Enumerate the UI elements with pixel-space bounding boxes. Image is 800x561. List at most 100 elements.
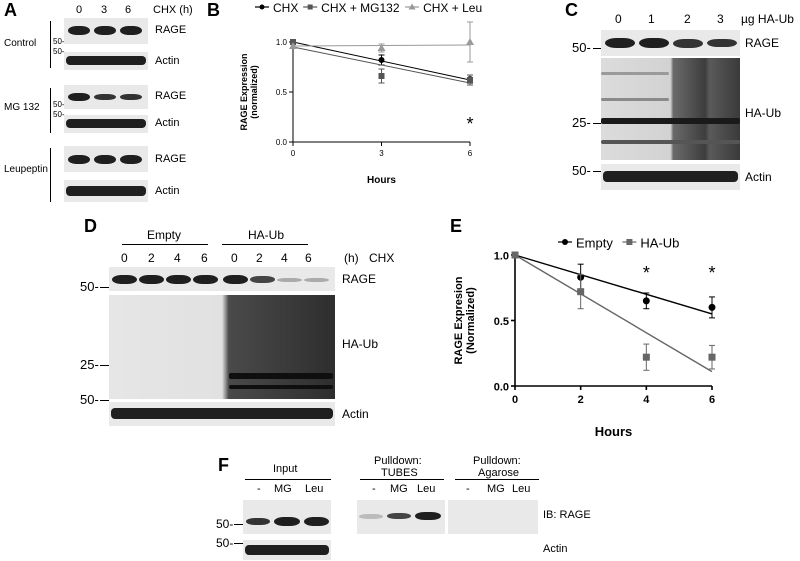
legend-marker bbox=[408, 3, 416, 10]
lane: 0 bbox=[231, 251, 238, 265]
band bbox=[120, 26, 142, 35]
band bbox=[66, 186, 146, 196]
data-point bbox=[708, 353, 716, 361]
blot-mg132-rage bbox=[64, 85, 148, 109]
legend-marker bbox=[307, 4, 313, 10]
legend-label: Empty bbox=[576, 236, 613, 251]
lane: 4 bbox=[281, 251, 288, 265]
band bbox=[601, 72, 669, 75]
mw-marker: 50- bbox=[216, 517, 234, 531]
panel-c-lane-2: 2 bbox=[684, 12, 691, 26]
band bbox=[245, 545, 329, 555]
band bbox=[193, 275, 218, 284]
lane: 4 bbox=[174, 251, 181, 265]
band bbox=[68, 155, 90, 164]
data-point bbox=[289, 42, 297, 49]
data-point bbox=[377, 44, 386, 51]
band bbox=[639, 38, 669, 48]
row-label-actin: Actin bbox=[155, 55, 180, 67]
marker-tick bbox=[100, 365, 109, 366]
significance-star: * bbox=[708, 263, 715, 283]
band bbox=[601, 118, 740, 124]
y-axis-title-line: (normalized) bbox=[249, 65, 259, 119]
lane: 2 bbox=[256, 251, 263, 265]
data-point bbox=[642, 353, 650, 361]
band bbox=[601, 98, 669, 101]
blot-d-actin bbox=[109, 402, 335, 426]
group-line bbox=[455, 479, 539, 480]
group-line bbox=[122, 244, 208, 245]
band bbox=[250, 276, 275, 283]
band bbox=[707, 39, 737, 47]
significance-star: * bbox=[643, 263, 650, 283]
band bbox=[601, 140, 740, 144]
y-axis-title-line: RAGE Expression bbox=[239, 53, 249, 130]
row-label-ib-rage: IB: RAGE bbox=[543, 509, 591, 521]
row-label-rage: RAGE bbox=[155, 90, 187, 102]
mw-marker: 50- bbox=[80, 279, 99, 294]
band bbox=[229, 373, 333, 379]
band bbox=[304, 278, 329, 282]
row-label-haub: HA-Ub bbox=[342, 337, 379, 351]
panel-f-label: F bbox=[218, 455, 229, 475]
panel-a-lane-6: 6 bbox=[125, 4, 132, 16]
data-point bbox=[466, 38, 474, 45]
blot-leupeptin-actin bbox=[64, 180, 148, 202]
mw-marker: 50- bbox=[53, 110, 65, 119]
row-label-actin: Actin bbox=[745, 170, 772, 184]
marker-tick bbox=[593, 171, 601, 172]
group-line bbox=[360, 479, 444, 480]
band bbox=[68, 26, 90, 35]
row-label-actin: Actin bbox=[155, 117, 180, 129]
row-label-actin: Actin bbox=[342, 407, 369, 421]
band bbox=[94, 26, 116, 35]
lane: - bbox=[257, 483, 261, 495]
row-label-rage: RAGE bbox=[745, 36, 780, 50]
group-pulldown-agarose: Pulldown: bbox=[473, 455, 521, 467]
band bbox=[274, 517, 300, 526]
lane: MG bbox=[390, 483, 408, 495]
x-axis-title: Hours bbox=[595, 424, 633, 439]
group-input: Input bbox=[273, 463, 298, 475]
legend-label: CHX + MG132 bbox=[321, 1, 400, 15]
row-label-rage: RAGE bbox=[342, 272, 377, 286]
y-tick-label: 0.0 bbox=[276, 138, 288, 147]
y-tick-label: 0.5 bbox=[494, 316, 509, 328]
data-point bbox=[708, 303, 716, 311]
chart-e: 0 2 4 6 0.0 0.5 1.0 Hours RAGE Expresion(Normali… bbox=[453, 236, 716, 440]
band bbox=[94, 94, 116, 100]
data-point bbox=[378, 73, 385, 79]
significance-star: * bbox=[466, 114, 473, 134]
mw-marker: 50- bbox=[216, 536, 234, 550]
x-tick-label: 0 bbox=[291, 149, 296, 158]
marker-tick bbox=[100, 400, 109, 401]
band bbox=[415, 512, 441, 520]
legend-marker bbox=[259, 4, 265, 10]
data-point bbox=[642, 297, 650, 305]
panel-d-label: D bbox=[84, 216, 97, 236]
panel-c-lane-3: 3 bbox=[717, 12, 724, 26]
marker-tick bbox=[234, 543, 243, 544]
group-line bbox=[222, 244, 308, 245]
lane: 6 bbox=[201, 251, 208, 265]
x-tick-label: 3 bbox=[379, 149, 384, 158]
lane: 0 bbox=[121, 251, 128, 265]
mw-marker: 25- bbox=[80, 357, 99, 372]
row-label-rage: RAGE bbox=[155, 153, 187, 165]
band bbox=[120, 94, 142, 100]
panel-c-lane-0: 0 bbox=[615, 12, 622, 26]
panel-a-lane-3: 3 bbox=[101, 4, 108, 16]
band bbox=[359, 514, 383, 519]
x-tick-label: 0 bbox=[512, 394, 518, 406]
y-tick-label: 1.0 bbox=[276, 38, 288, 47]
blot-c-rage bbox=[601, 30, 740, 56]
band bbox=[277, 278, 302, 282]
x-tick-label: 2 bbox=[578, 394, 584, 406]
mw-marker: 50- bbox=[53, 37, 65, 46]
row-label-haub: HA-Ub bbox=[745, 106, 782, 120]
data-point bbox=[467, 77, 473, 83]
data-point bbox=[511, 251, 519, 259]
group-bracket bbox=[50, 21, 51, 68]
mw-marker: 50- bbox=[53, 100, 65, 109]
y-tick-label: 1.0 bbox=[494, 251, 509, 263]
